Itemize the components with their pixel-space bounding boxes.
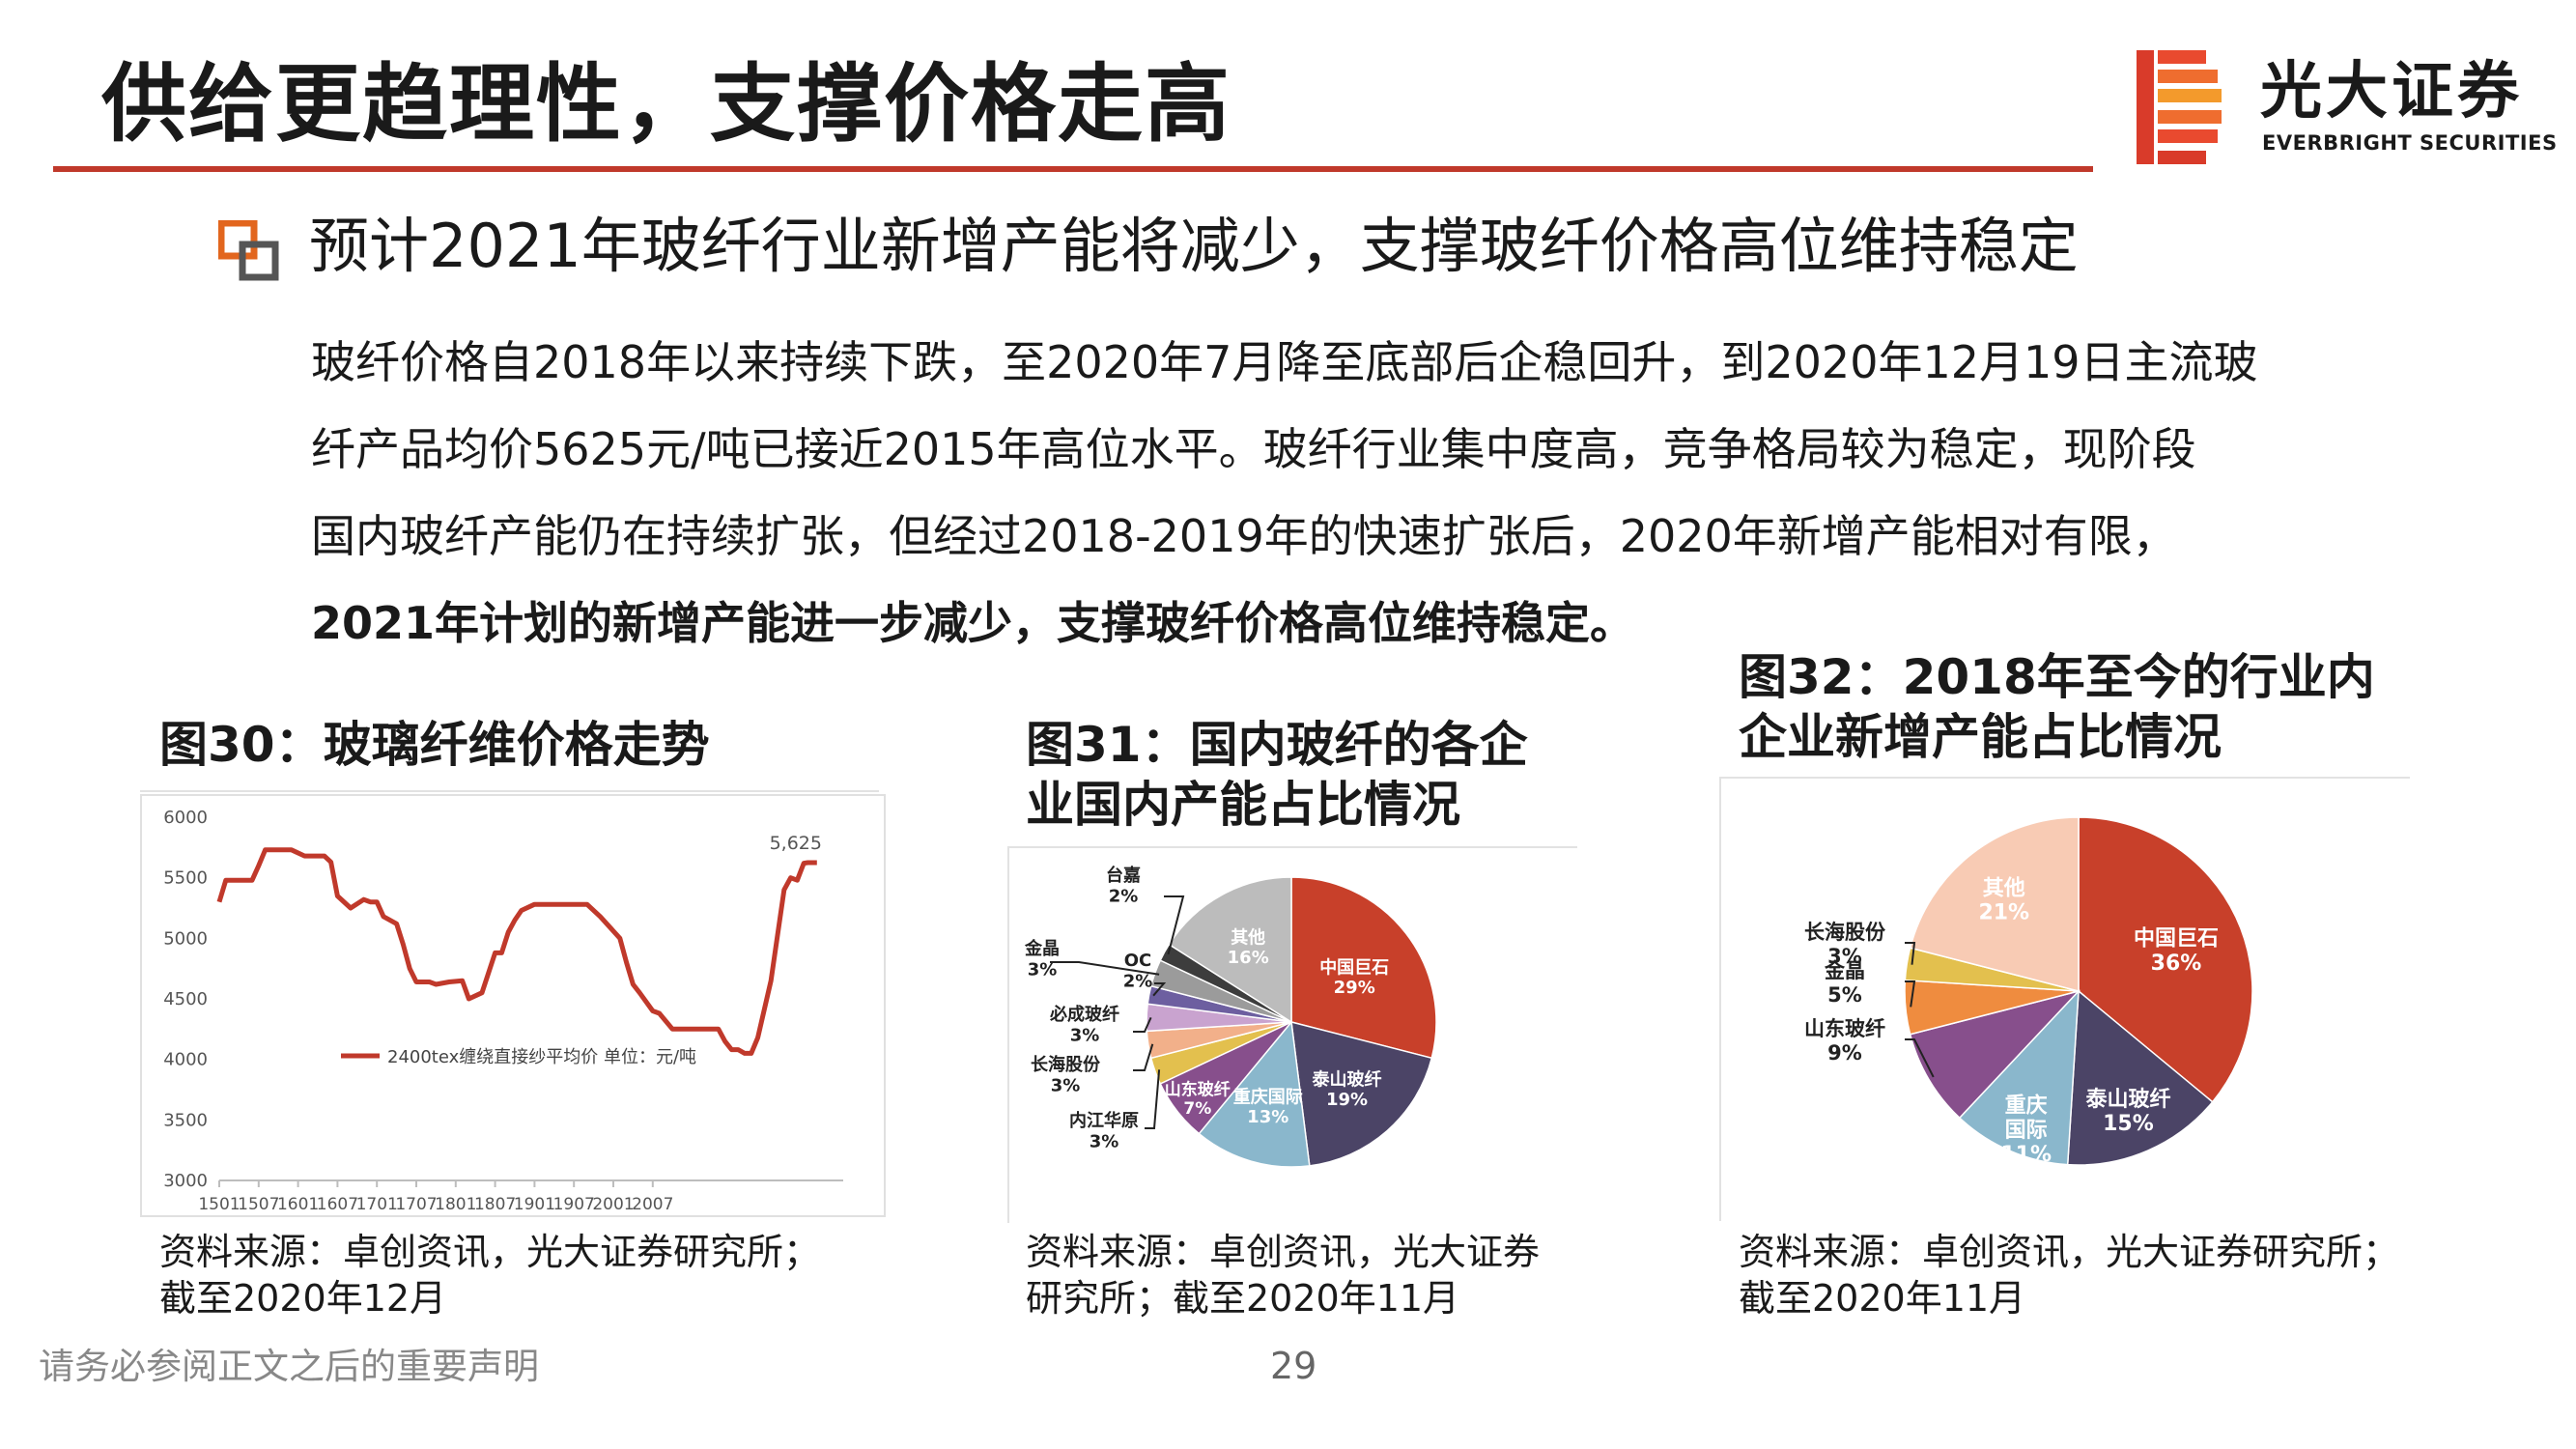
fig31-slice-percent: 13% [1247, 1107, 1288, 1127]
slide-title: 供给更趋理性，支撑价格走高 [101, 56, 1231, 153]
paragraph-line: 纤产品均价5625元/吨已接近2015年高位水平。玻纤行业集中度高，竞争格局较为… [311, 406, 2388, 493]
fig31-callout-percent: 3% [1070, 1026, 1100, 1046]
fig30-x-tick-label: 2001 [592, 1195, 634, 1214]
brand-name-en: EVERBRIGHT SECURITIES [2262, 131, 2558, 155]
fig32-slice-label: 其他 [1983, 876, 2025, 900]
fig32-title-line2: 企业新增产能占比情况 [1739, 707, 2222, 767]
fig30-source-line2: 截至2020年12月 [159, 1275, 446, 1321]
brand-name-cn: 光大证券 [2260, 58, 2523, 126]
bullet-squares-icon [218, 220, 280, 282]
fig30-y-tick-label: 4500 [163, 989, 208, 1009]
fig30-y-tick-label: 5500 [163, 868, 208, 889]
fig31-callout-percent: 2% [1109, 887, 1139, 907]
fig32-source-line2: 截至2020年11月 [1739, 1275, 2025, 1321]
fig30-x-tick-label: 1701 [356, 1195, 398, 1214]
fig32-slice-percent: 15% [2103, 1112, 2154, 1136]
fig31-callout-label: 台嘉 [1106, 865, 1141, 886]
fig30-y-tick-label: 3000 [163, 1171, 208, 1191]
fig30-x-tick-label: 1607 [317, 1195, 358, 1214]
fig30-y-tick-label: 6000 [163, 808, 208, 828]
fig30-x-tick-label: 1901 [514, 1195, 555, 1214]
fig30-latest-value-label: 5,625 [770, 833, 822, 854]
fig30-x-tick-label: 1601 [277, 1195, 319, 1214]
fig32-slice-label: 重庆 [2005, 1094, 2048, 1119]
fig31-slice-label: 其他 [1231, 927, 1265, 949]
fig30-y-tick-label: 5000 [163, 928, 208, 949]
fig30-source-line1: 资料来源：卓创资讯，光大证券研究所； [159, 1229, 820, 1275]
fig30-legend-label: 2400tex缠绕直接纱平均价 单位：元/吨 [387, 1047, 696, 1067]
body-paragraph: 玻纤价格自2018年以来持续下跌，至2020年7月降至底部后企稳回升，到2020… [311, 319, 2388, 667]
fig31-callout-label: 必成玻纤 [1049, 1004, 1119, 1025]
fig32-callout-label: 长海股份 [1804, 921, 1886, 944]
title-divider [53, 166, 2093, 172]
fig32-source-line1: 资料来源：卓创资讯，光大证券研究所； [1739, 1229, 2399, 1275]
fig30-y-tick-label: 4000 [163, 1050, 208, 1070]
fig31-slice-label: 重庆国际 [1233, 1087, 1303, 1108]
fig31-title-line1: 图31：国内玻纤的各企 [1026, 715, 1528, 775]
fig31-slice-label: 泰山玻纤 [1312, 1068, 1382, 1090]
fig32-slice-label: 中国巨石 [2134, 926, 2219, 951]
fig31-callout-percent: 3% [1051, 1076, 1081, 1096]
fig31-callout-label: OC [1124, 951, 1152, 971]
everbright-logo-icon [2137, 50, 2225, 164]
fig32-slice-percent: 36% [2151, 952, 2202, 976]
fig30-x-tick-label: 1507 [238, 1195, 279, 1214]
fig31-slice-label: 中国巨石 [1319, 956, 1389, 978]
fig32-title-line1: 图32：2018年至今的行业内 [1739, 647, 2375, 707]
fig32-callout-percent: 3% [1827, 945, 1862, 968]
fig31-slice-percent: 29% [1334, 978, 1375, 998]
fig30-x-tick-label: 1801 [435, 1195, 476, 1214]
fig30-title: 图30：玻璃纤维价格走势 [159, 715, 710, 775]
fig31-callout-label: 金晶 [1024, 938, 1060, 959]
paragraph-line: 玻纤价格自2018年以来持续下跌，至2020年7月降至底部后企稳回升，到2020… [311, 319, 2388, 406]
fig32-slice-label: 泰山玻纤 [2084, 1087, 2170, 1112]
fig31-callout-percent: 3% [1090, 1132, 1119, 1152]
fig31-slice-percent: 16% [1228, 948, 1269, 968]
paragraph-line: 国内玻纤产能仍在持续扩张，但经过2018-2019年的快速扩张后，2020年新增… [311, 493, 2388, 580]
fig32-slice-percent: 21% [1978, 901, 2029, 925]
fig31-callout-label: 长海股份 [1031, 1054, 1101, 1075]
fig30-top-rule [140, 790, 879, 792]
fig32-callout-percent: 9% [1827, 1041, 1862, 1065]
fig30-x-tick-label: 1907 [553, 1195, 595, 1214]
fig31-pie-chart: 中国巨石29%泰山玻纤19%重庆国际13%山东玻纤7%内江华原3%长海股份3%必… [1009, 848, 1579, 1225]
fig31-callout-percent: 2% [1123, 972, 1153, 992]
fig30-x-tick-label: 1807 [474, 1195, 516, 1214]
fig32-callout-percent: 5% [1827, 983, 1862, 1007]
fig31-callout-percent: 3% [1028, 960, 1058, 980]
fig31-slice-percent: 19% [1326, 1090, 1368, 1110]
fig31-source-line1: 资料来源：卓创资讯，光大证券 [1026, 1229, 1540, 1275]
fig31-slice-label: 山东玻纤 [1165, 1079, 1231, 1099]
fig32-callout-label: 山东玻纤 [1804, 1017, 1885, 1040]
fig30-x-tick-label: 1501 [198, 1195, 240, 1214]
section-heading: 预计2021年玻纤行业新增产能将减少，支撑玻纤价格高位维持稳定 [309, 203, 2079, 290]
page-number: 29 [1270, 1345, 1316, 1387]
fig30-x-tick-label: 2007 [632, 1195, 673, 1214]
fig31-callout-label: 内江华原 [1069, 1110, 1139, 1131]
fig31-source-line2: 研究所；截至2020年11月 [1026, 1275, 1459, 1321]
disclaimer-note: 请务必参阅正文之后的重要声明 [39, 1337, 539, 1389]
fig31-title-line2: 业国内产能占比情况 [1026, 775, 1460, 835]
fig31-leader-line [1145, 1069, 1159, 1128]
fig30-y-tick-label: 3500 [163, 1110, 208, 1130]
fig32-slice-label: 国际 [2005, 1119, 2048, 1143]
fig30-price-line [219, 850, 817, 1054]
fig30-x-tick-label: 1707 [395, 1195, 437, 1214]
fig32-slice-percent: 11% [2000, 1143, 2052, 1167]
fig31-slice-percent: 7% [1183, 1099, 1211, 1119]
